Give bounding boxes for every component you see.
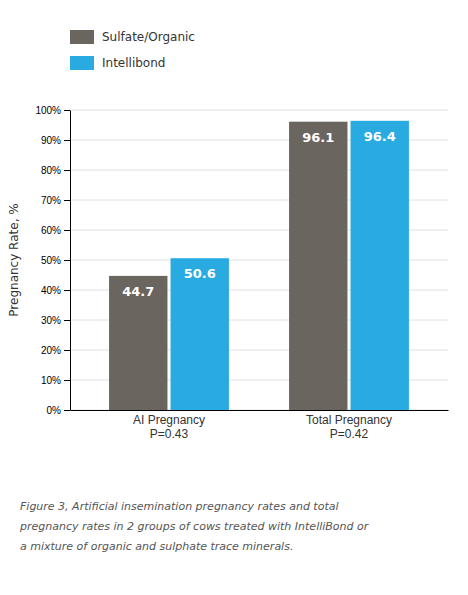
y-tick-mark [64, 260, 70, 261]
y-tick-mark [64, 200, 70, 201]
y-tick: 60% [41, 225, 70, 236]
data-label: 96.4 [364, 129, 396, 144]
legend-item: Sulfate/Organic [70, 30, 195, 44]
y-tick-label: 20% [41, 345, 61, 356]
y-tick-mark [64, 380, 70, 381]
chart: 0% 10% 20% 30% 40% 50% 60% 70% 80% 90% 100% AI Preg… [0, 0, 468, 595]
y-tick-mark [64, 140, 70, 141]
y-tick-mark [64, 410, 70, 411]
y-tick-label: 70% [41, 195, 61, 206]
legend-label: Sulfate/Organic [102, 30, 195, 44]
y-tick-label: 40% [41, 285, 61, 296]
legend-item: Intellibond [70, 56, 165, 70]
y-tick: 80% [41, 165, 70, 176]
y-tick-mark [64, 290, 70, 291]
y-tick-mark [64, 350, 70, 351]
x-axis: AI PregnancyP=0.43 Total PregnancyP=0.42 [71, 411, 449, 442]
bar [109, 276, 167, 410]
data-label: 44.7 [122, 284, 154, 299]
legend-swatch [70, 56, 94, 70]
legend: Sulfate/Organic Intellibond [70, 30, 195, 70]
y-axis-title: Pregnancy Rate, % [7, 203, 21, 316]
bar [289, 122, 347, 410]
x-tick-label: AI PregnancyP=0.43 [133, 413, 205, 441]
y-axis-line [70, 111, 71, 411]
y-tick-label: 100% [35, 105, 61, 116]
y-tick: 10% [41, 375, 70, 386]
y-tick-label: 50% [41, 255, 61, 266]
y-tick-mark [64, 320, 70, 321]
y-tick-mark [64, 170, 70, 171]
y-tick-label: 80% [41, 165, 61, 176]
y-tick: 0% [47, 405, 70, 416]
grid [70, 110, 448, 410]
bar [171, 258, 229, 410]
caption: Figure 3, Artificial insemination pregna… [19, 500, 370, 553]
y-tick-mark [64, 230, 70, 231]
bar [351, 121, 409, 410]
y-axis: 0% 10% 20% 30% 40% 50% 60% 70% 80% 90% 100% [35, 105, 70, 416]
caption-line: Figure 3, Artificial insemination pregna… [20, 500, 339, 513]
y-tick-label: 0% [47, 405, 62, 416]
x-tick-label: Total PregnancyP=0.42 [306, 413, 392, 441]
plot: 0% 10% 20% 30% 40% 50% 60% 70% 80% 90% 100% AI Preg… [35, 105, 448, 442]
grid-line [70, 110, 448, 111]
y-tick-label: 60% [41, 225, 61, 236]
y-tick-label: 90% [41, 135, 61, 146]
x-tick: Total PregnancyP=0.42 [306, 413, 392, 441]
data-label: 96.1 [302, 130, 334, 145]
y-tick-label: 30% [41, 315, 61, 326]
y-tick: 20% [41, 345, 70, 356]
data-label: 50.6 [184, 266, 216, 281]
y-tick: 40% [41, 285, 70, 296]
y-tick: 30% [41, 315, 70, 326]
y-tick-mark [64, 110, 70, 111]
y-tick: 100% [35, 105, 70, 116]
data-labels: 44.7 96.1 50.6 96.4 [122, 129, 396, 299]
x-axis-line [71, 410, 449, 411]
y-tick: 90% [41, 135, 70, 146]
y-tick-label: 10% [41, 375, 61, 386]
bars [109, 121, 409, 410]
caption-line: a mixture of organic and sulphate trace … [20, 540, 293, 553]
y-tick: 70% [41, 195, 70, 206]
legend-label: Intellibond [102, 56, 165, 70]
y-tick: 50% [41, 255, 70, 266]
legend-swatch [70, 30, 94, 44]
caption-line: pregnancy rates in 2 groups of cows trea… [19, 520, 370, 533]
x-tick: AI PregnancyP=0.43 [133, 413, 205, 441]
